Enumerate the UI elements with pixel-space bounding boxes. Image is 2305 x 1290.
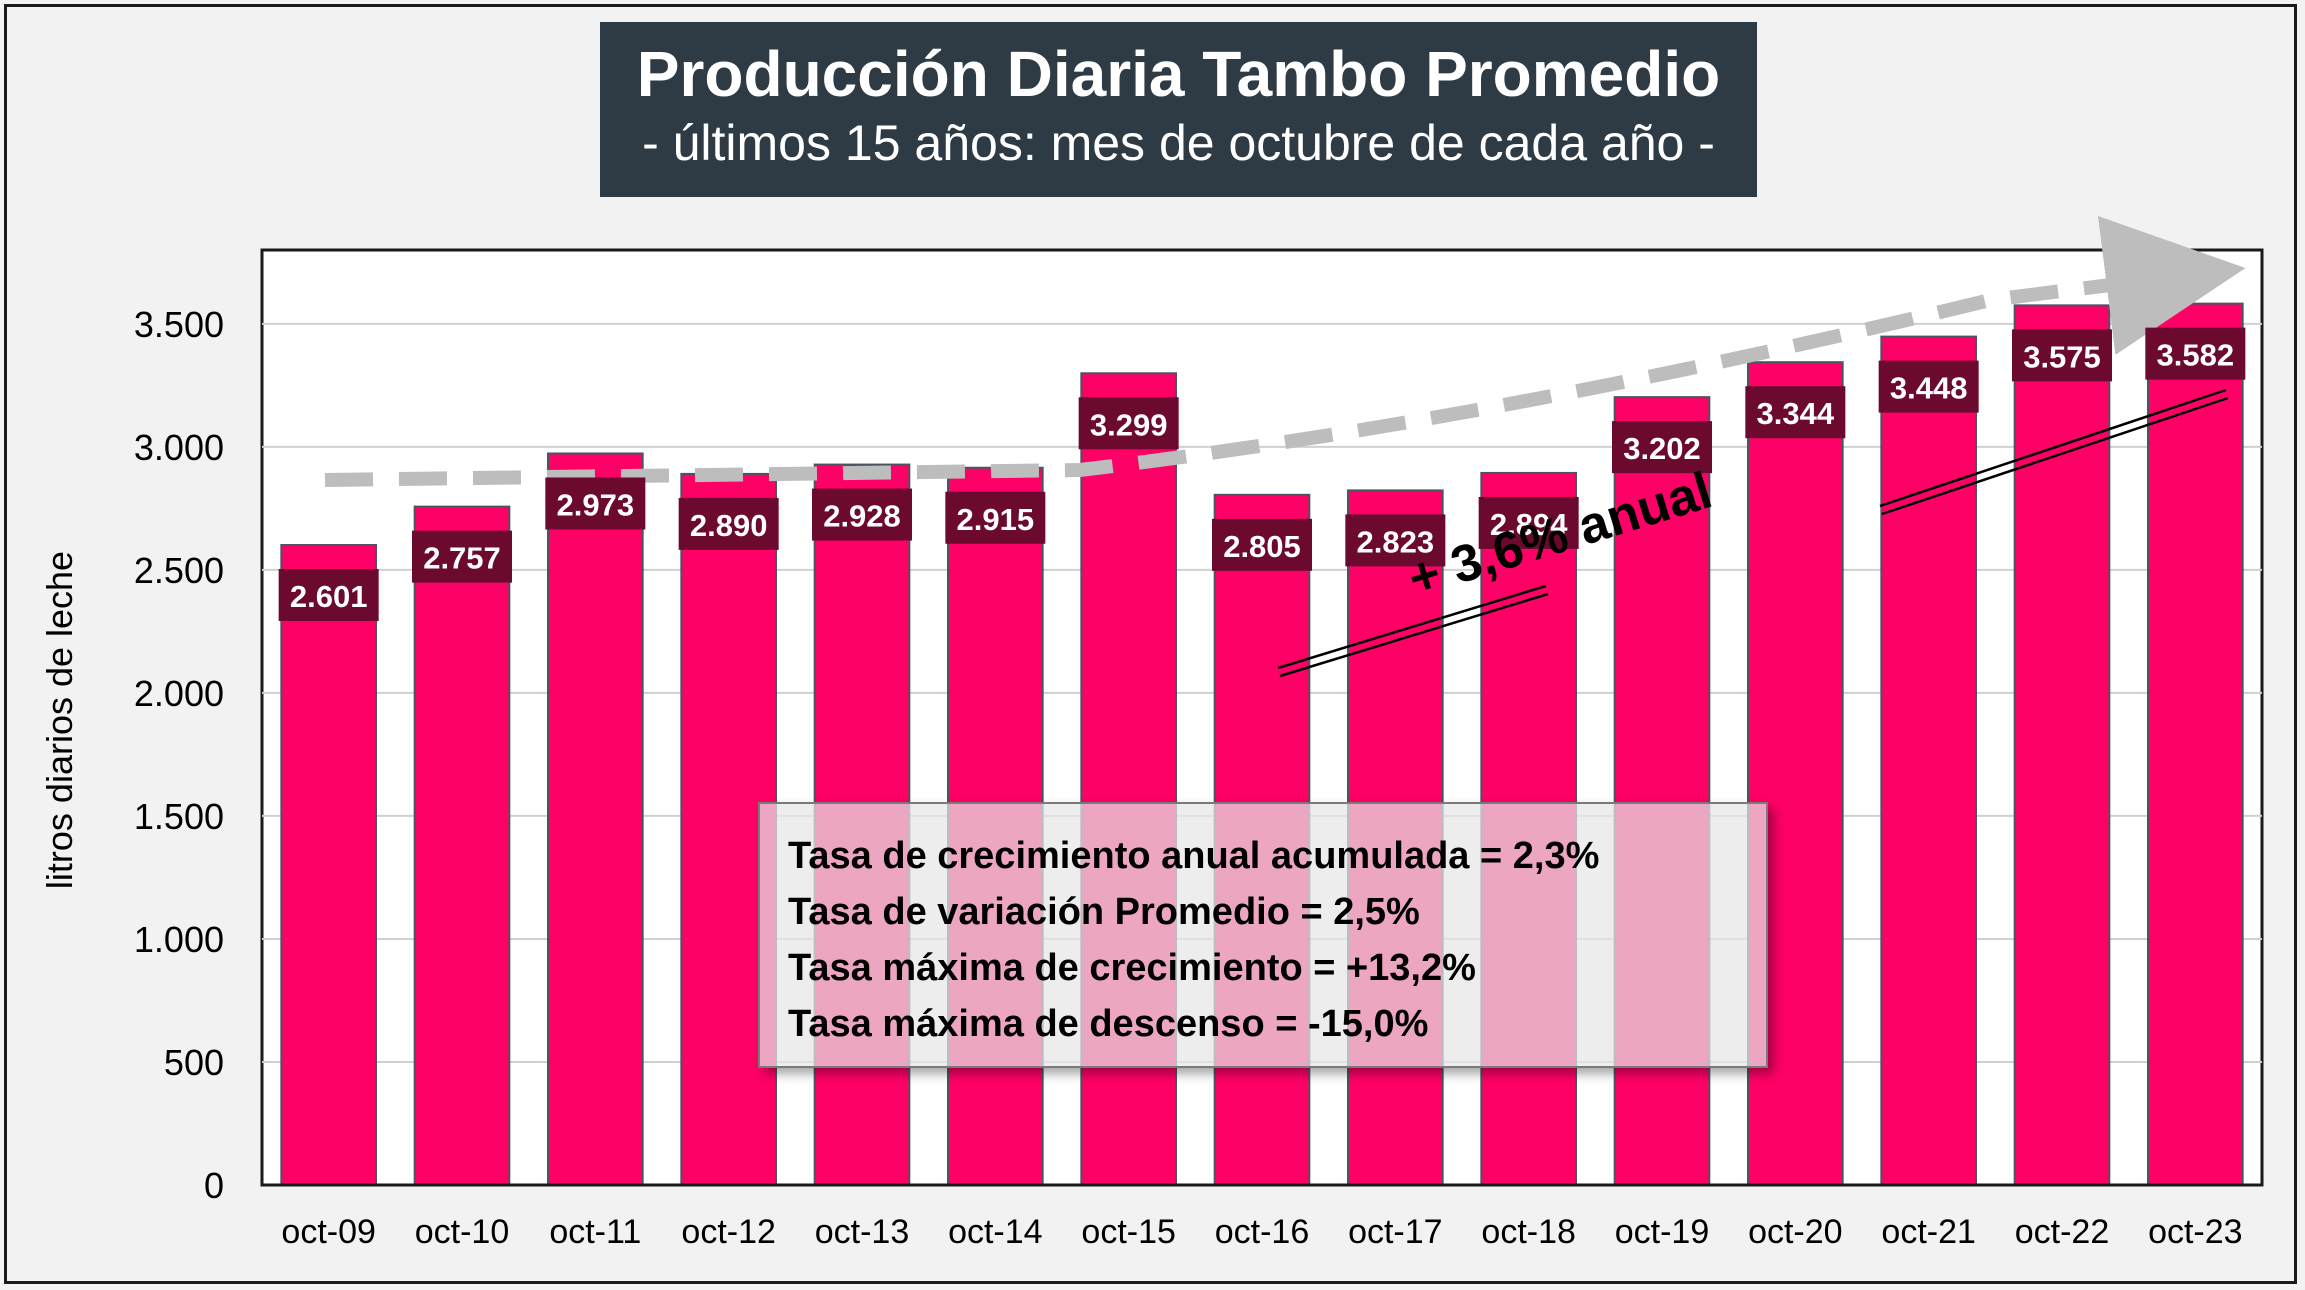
x-tick-label: oct-16 xyxy=(1215,1213,1310,1251)
data-label: 2.915 xyxy=(957,502,1035,537)
x-tick-label: oct-22 xyxy=(2015,1213,2110,1251)
data-label-bg xyxy=(1345,514,1446,567)
x-tick-label: oct-12 xyxy=(681,1213,776,1251)
y-tick-label: 1.000 xyxy=(134,919,224,960)
data-label-bg xyxy=(545,477,646,530)
data-label-bg xyxy=(1478,496,1579,549)
x-tick-label: oct-09 xyxy=(281,1213,376,1251)
bar xyxy=(547,452,644,1186)
y-tick-label: 500 xyxy=(164,1042,224,1083)
data-label-bg xyxy=(278,569,379,622)
x-tick-label: oct-14 xyxy=(948,1213,1043,1251)
y-tick-label: 2.500 xyxy=(134,550,224,591)
data-label: 3.575 xyxy=(2023,339,2101,374)
x-tick-label: oct-13 xyxy=(815,1213,910,1251)
chart-title: Producción Diaria Tambo Promedio xyxy=(636,38,1721,110)
x-tick-label: oct-17 xyxy=(1348,1213,1443,1251)
y-tick-label: 1.500 xyxy=(134,796,224,837)
stat-line: Tasa de crecimiento anual acumulada = 2,… xyxy=(788,835,1600,877)
chart-subtitle: - últimos 15 años: mes de octubre de cad… xyxy=(642,114,1715,171)
data-label: 3.202 xyxy=(1623,431,1701,466)
y-tick-label: 3.500 xyxy=(134,304,224,345)
data-label-bg xyxy=(1612,421,1712,474)
growth-line-upper xyxy=(1879,388,2229,516)
bar xyxy=(2013,304,2111,1187)
data-label-bg xyxy=(412,530,512,583)
data-label: 2.928 xyxy=(823,499,901,534)
bar xyxy=(280,544,378,1186)
data-label-bg xyxy=(812,488,912,541)
y-tick-label: 2.000 xyxy=(134,673,224,714)
x-tick-label: oct-11 xyxy=(549,1213,641,1251)
growth-line-lower xyxy=(1277,584,1549,678)
data-label: 2.757 xyxy=(423,541,501,576)
stats-box: Tasa de crecimiento anual acumulada = 2,… xyxy=(758,802,1768,1068)
data-label: 2.894 xyxy=(1490,507,1568,542)
x-tick-label: oct-23 xyxy=(2148,1213,2243,1251)
data-label: 3.344 xyxy=(1757,396,1835,431)
x-tick-label: oct-10 xyxy=(415,1213,510,1251)
data-label-bg xyxy=(1745,386,1846,439)
bar xyxy=(2147,302,2244,1186)
data-label: 2.890 xyxy=(690,508,768,543)
data-label: 3.582 xyxy=(2157,338,2235,373)
data-label: 3.299 xyxy=(1090,407,1168,442)
data-label: 3.448 xyxy=(1890,371,1968,406)
stat-line: Tasa máxima de crecimiento = +13,2% xyxy=(788,947,1476,989)
stat-line: Tasa máxima de descenso = -15,0% xyxy=(788,1003,1429,1045)
x-tick-label: oct-19 xyxy=(1615,1213,1710,1251)
data-label-bg xyxy=(1878,360,1979,413)
title-box: Producción Diaria Tambo Promedio - últim… xyxy=(600,22,1757,197)
data-label: 2.973 xyxy=(557,487,635,522)
data-label-bg xyxy=(1212,518,1312,571)
stat-line: Tasa de variación Promedio = 2,5% xyxy=(788,891,1420,933)
data-label-bg xyxy=(678,497,779,550)
data-label-bg xyxy=(2145,327,2246,380)
data-label-bg xyxy=(945,491,1046,544)
x-tick-label: oct-15 xyxy=(1081,1213,1176,1251)
data-label: 2.823 xyxy=(1357,524,1435,559)
x-tick-label: oct-21 xyxy=(1881,1213,1976,1251)
bar xyxy=(1880,335,1978,1186)
y-tick-label: 3.000 xyxy=(134,427,224,468)
bar xyxy=(413,505,511,1187)
trend-arrow xyxy=(324,215,2246,487)
x-tick-label: oct-18 xyxy=(1481,1213,1576,1251)
x-tick-label: oct-20 xyxy=(1748,1213,1843,1251)
y-tick-label: 0 xyxy=(204,1165,224,1206)
data-label-bg xyxy=(1078,397,1179,450)
data-label: 2.805 xyxy=(1223,529,1301,564)
data-label-bg xyxy=(2012,329,2112,382)
data-label: 2.601 xyxy=(290,579,368,614)
